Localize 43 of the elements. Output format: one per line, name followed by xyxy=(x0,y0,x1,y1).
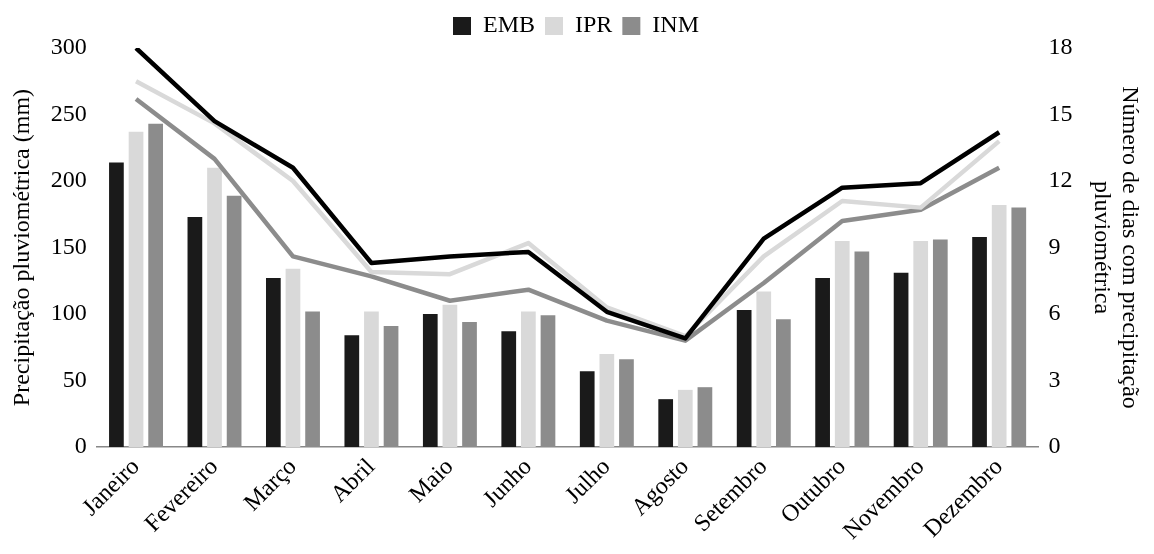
bar xyxy=(893,272,909,448)
bar xyxy=(972,236,987,448)
y2-tick-label: 15 xyxy=(1048,99,1073,126)
y-tick-label: 100 xyxy=(50,299,87,326)
bar xyxy=(736,310,752,448)
y-tick-label: 0 xyxy=(74,432,87,459)
y-tick-label: 300 xyxy=(50,33,87,60)
bar xyxy=(422,314,438,448)
y2-tick-label: 6 xyxy=(1048,299,1061,326)
y2-tick-label: 12 xyxy=(1048,166,1073,193)
y-tick-label: 50 xyxy=(62,365,87,392)
y-tick-label: 150 xyxy=(50,232,87,259)
bar xyxy=(187,216,203,448)
bar xyxy=(344,335,360,448)
bar xyxy=(579,371,595,448)
y2-axis-title: Número de dias com precipitação pluviométrica xyxy=(1089,86,1145,409)
bar xyxy=(285,268,301,448)
bar xyxy=(991,204,1007,448)
y-tick-label: 200 xyxy=(50,166,87,193)
bar xyxy=(677,389,693,448)
bar xyxy=(501,331,517,448)
bar xyxy=(834,240,850,448)
y-axis-title: Precipitação pluviométrica (mm) xyxy=(7,88,34,407)
bar xyxy=(658,399,674,448)
bar xyxy=(815,278,830,448)
bar xyxy=(207,167,222,448)
bar xyxy=(109,162,124,448)
bar xyxy=(913,240,929,448)
bar xyxy=(521,311,536,448)
y2-tick-label: 3 xyxy=(1048,365,1061,392)
legend-label: IPR xyxy=(575,11,613,38)
y2-tick-label: 9 xyxy=(1048,232,1061,259)
y2-tick-label: 0 xyxy=(1048,432,1061,459)
bar xyxy=(265,278,281,448)
bar xyxy=(756,291,772,448)
legend-label: EMB xyxy=(482,11,536,38)
bar xyxy=(128,131,144,448)
bar xyxy=(599,353,615,448)
bar xyxy=(364,311,379,448)
bar xyxy=(442,304,458,448)
y-tick-label: 250 xyxy=(50,99,87,126)
legend-label: INM xyxy=(652,11,700,38)
y2-tick-label: 18 xyxy=(1048,33,1073,60)
